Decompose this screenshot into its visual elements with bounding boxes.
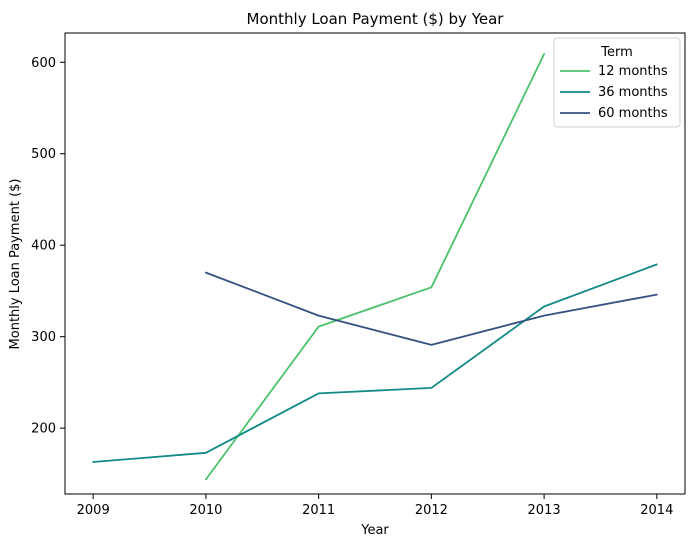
y-axis-label: Monthly Loan Payment ($) bbox=[8, 179, 23, 350]
legend-box bbox=[553, 37, 681, 128]
x-tick-label: 2009 bbox=[77, 503, 110, 518]
series-line-60-months bbox=[204, 271, 658, 346]
y-tick-label: 500 bbox=[31, 147, 56, 162]
legend-title: Term bbox=[600, 45, 633, 60]
x-tick-label: 2014 bbox=[640, 503, 673, 518]
series-line-36-months bbox=[92, 263, 658, 463]
y-tick-label: 600 bbox=[31, 56, 56, 71]
series-line-12-months bbox=[204, 53, 545, 481]
plot-area bbox=[64, 32, 686, 495]
legend-label: 12 months bbox=[598, 64, 668, 79]
legend-label: 60 months bbox=[598, 106, 668, 121]
y-tick-label: 300 bbox=[31, 330, 56, 345]
legend-entries: 12 months 36 months 60 months bbox=[560, 64, 668, 121]
series-layer bbox=[92, 53, 658, 481]
legend: Term 12 months 36 months 60 months bbox=[553, 37, 681, 128]
x-tick-label: 2013 bbox=[528, 503, 561, 518]
x-tick-label: 2012 bbox=[415, 503, 448, 518]
y-tick-label: 200 bbox=[31, 422, 56, 437]
y-tick-label: 400 bbox=[31, 239, 56, 254]
x-axis-label: Year bbox=[360, 523, 389, 537]
x-axis: 2009 2010 2011 2012 2013 2014 bbox=[77, 494, 673, 518]
x-tick-label: 2011 bbox=[302, 503, 335, 518]
chart-title: Monthly Loan Payment ($) by Year bbox=[247, 10, 505, 28]
legend-label: 36 months bbox=[598, 85, 668, 100]
y-axis: 200 300 400 500 600 bbox=[31, 56, 65, 437]
plot-frame bbox=[64, 32, 686, 495]
x-tick-label: 2010 bbox=[189, 503, 222, 518]
